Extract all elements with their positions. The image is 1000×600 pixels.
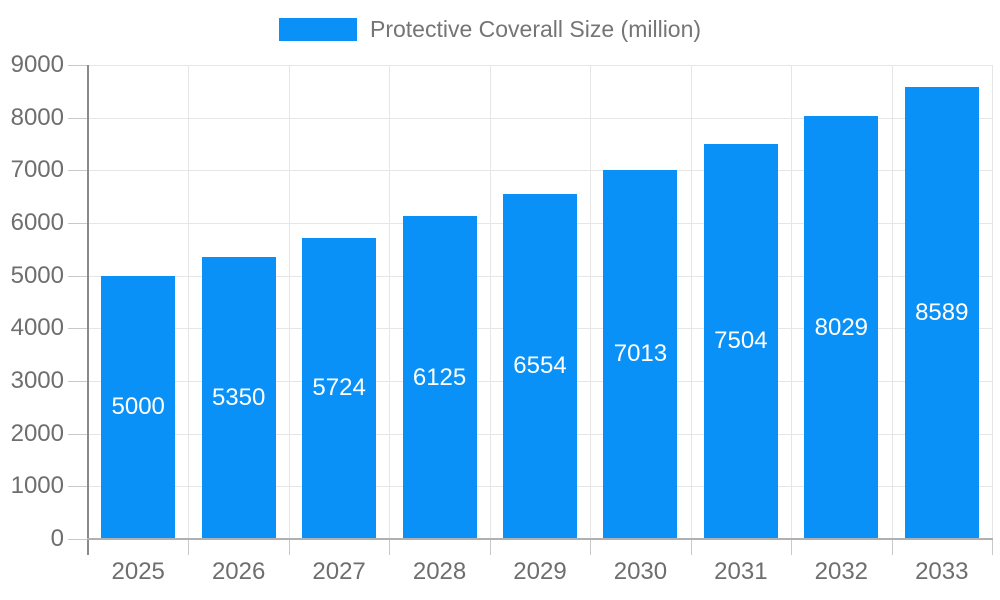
bar-2031[interactable]: 7504 — [703, 143, 778, 539]
y-axis-tick — [68, 328, 88, 330]
bar-value-label: 7013 — [613, 340, 668, 368]
y-axis-tick — [68, 65, 88, 66]
bar-value-label: 5724 — [312, 374, 366, 402]
y-axis-label: 0 — [50, 525, 64, 552]
x-axis-tick — [389, 540, 391, 555]
x-axis-tick — [188, 540, 190, 555]
x-axis-label: 2025 — [111, 558, 165, 585]
bar-2026[interactable]: 5350 — [201, 257, 276, 539]
y-axis-label: 8000 — [10, 103, 64, 131]
gridline-vertical — [891, 65, 893, 539]
gridline-vertical — [489, 65, 491, 539]
gridline-horizontal — [88, 117, 992, 119]
gridline-vertical — [690, 65, 692, 539]
bar-value-label: 5350 — [211, 384, 266, 412]
gridline-vertical — [791, 65, 793, 539]
bar-2030[interactable]: 7013 — [603, 169, 678, 539]
bar-value-label: 7504 — [714, 327, 768, 355]
y-axis-label: 5000 — [10, 261, 64, 289]
y-axis-tick — [68, 275, 88, 277]
x-axis-label: 2029 — [513, 558, 567, 585]
y-axis-tick — [68, 381, 88, 382]
y-axis-tick — [68, 117, 88, 119]
bar-2033[interactable]: 8589 — [904, 86, 979, 539]
x-axis-label: 2030 — [613, 558, 668, 585]
y-axis-label: 2000 — [10, 419, 64, 447]
x-axis-tick — [992, 540, 993, 555]
x-axis-label: 2032 — [814, 558, 869, 585]
bar-2027[interactable]: 5724 — [302, 237, 377, 539]
x-axis-tick — [690, 540, 692, 555]
y-axis-tick — [68, 486, 88, 488]
x-axis-tick — [791, 540, 793, 555]
legend-label: Protective Coverall Size (million) — [370, 16, 702, 42]
x-axis-tick — [891, 540, 893, 555]
gridline-vertical — [389, 65, 391, 539]
y-axis-tick — [68, 223, 88, 224]
y-axis-label: 1000 — [10, 472, 64, 500]
y-axis-label: 4000 — [10, 314, 64, 342]
legend-swatch — [279, 18, 357, 41]
x-axis-label: 2028 — [412, 558, 467, 585]
y-axis-line — [87, 65, 89, 555]
gridline-vertical — [992, 65, 993, 539]
gridline-vertical — [288, 65, 290, 539]
bar-value-label: 6554 — [513, 352, 567, 380]
x-axis-tick — [489, 540, 491, 555]
legend-item[interactable]: Protective Coverall Size (million) — [279, 16, 701, 43]
x-axis-label: 2033 — [915, 558, 969, 585]
x-axis-tick — [590, 540, 592, 555]
y-axis-tick — [68, 433, 88, 435]
y-axis-label: 6000 — [10, 209, 64, 236]
bar-value-label: 8589 — [915, 298, 969, 326]
bar-2025[interactable]: 5000 — [101, 275, 176, 539]
x-axis-label: 2031 — [714, 558, 768, 585]
bar-2028[interactable]: 6125 — [402, 216, 477, 539]
y-axis-label: 9000 — [10, 51, 64, 78]
bar-value-label: 8029 — [814, 313, 869, 341]
gridline-horizontal — [88, 170, 992, 172]
bar-2032[interactable]: 8029 — [804, 116, 879, 539]
bar-value-label: 5000 — [111, 393, 165, 421]
x-axis-tick — [288, 540, 290, 555]
bar-2029[interactable]: 6554 — [503, 193, 577, 539]
gridline-vertical — [590, 65, 592, 539]
x-axis-label: 2027 — [312, 558, 366, 585]
gridline-horizontal — [88, 65, 992, 66]
x-axis-label: 2026 — [211, 558, 266, 585]
y-axis-label: 3000 — [10, 367, 64, 394]
y-axis-tick — [68, 170, 88, 172]
bar-value-label: 6125 — [412, 363, 467, 391]
gridline-vertical — [188, 65, 190, 539]
x-axis-line — [87, 538, 993, 540]
y-axis-tick — [68, 539, 88, 540]
y-axis-label: 7000 — [10, 156, 64, 184]
